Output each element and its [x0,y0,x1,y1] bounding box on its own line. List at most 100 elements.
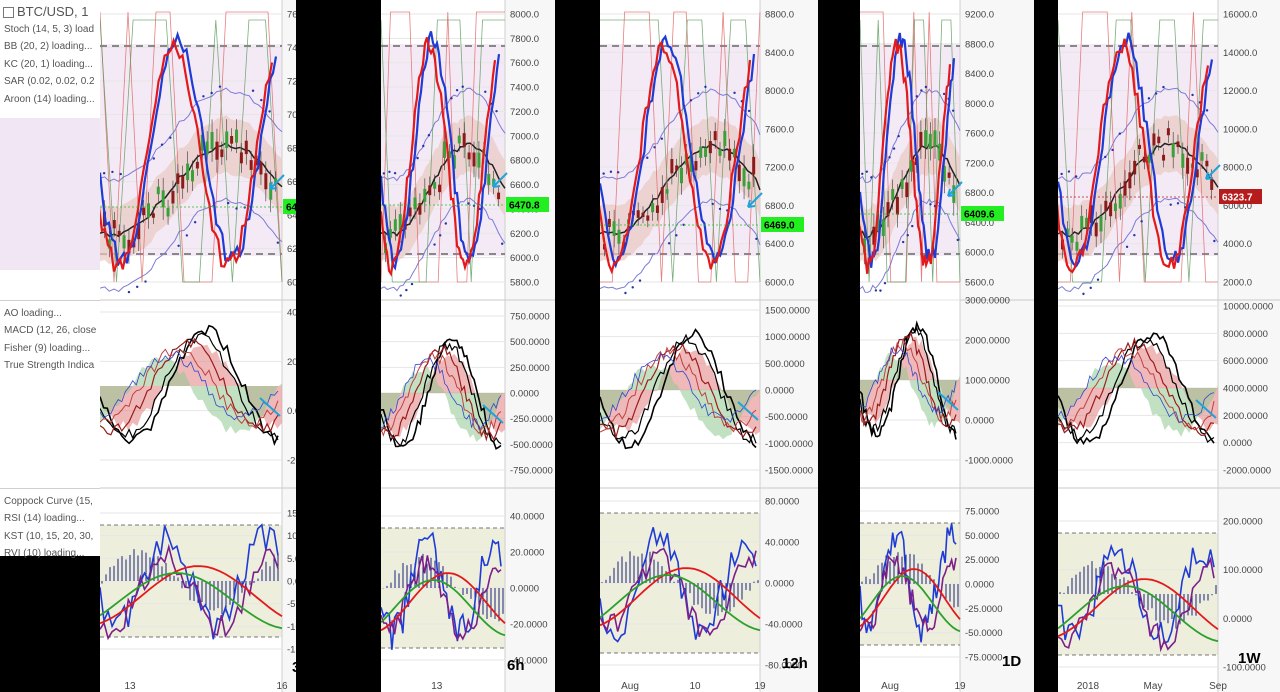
candle [1176,141,1180,148]
candle [274,178,278,185]
candle [191,170,194,182]
chart-svg: 7600.0 7400.0 7200.0 7000.0 6800.0 6600.0 6400… [100,0,296,692]
timeframe-label: 12h [782,655,808,672]
x-tick-label: 19 [754,681,766,692]
candle [747,181,751,190]
candle [447,151,451,158]
candle [947,172,951,178]
candle [137,223,141,240]
osc-line [1058,348,1215,431]
legend-rvi[interactable]: RVI (10) loading... [4,548,85,559]
legend-macd[interactable]: MACD (12, 26, close [4,325,97,336]
legend-rsi[interactable]: RSI (14) loading... [4,513,85,524]
chart-3h[interactable]: 7600.0 7400.0 7200.0 7000.0 6800.0 6600.0 6400… [100,0,296,692]
sar-dot [631,286,634,289]
price-tick-label: 6800.0 [965,188,994,199]
sar-dot [127,290,131,294]
sar-dot [422,144,425,148]
mom-tick-label: 40.0000 [510,512,544,523]
collapse-icon[interactable] [3,7,14,19]
price-tick-label: 6400.0 [965,218,994,229]
sar-dot [929,203,932,206]
legend-aroon[interactable]: Aroon (14) loading... [4,94,95,105]
stoch-k [381,31,501,271]
chart-12h[interactable]: 8800.0 8400.0 8000.0 7600.0 7200.0 6800.0 6400… [600,0,818,692]
price-tick-label: 12000.0 [1223,86,1257,97]
sar-dot [1096,278,1100,281]
candle [418,203,422,215]
candle [1205,160,1209,167]
kst-line [381,572,506,632]
sar-dot [609,170,613,173]
candle [1070,235,1074,243]
price-tick-label: 6000.0 [287,278,296,289]
legend-kc[interactable]: KC (20, 1) loading... [4,59,93,70]
candle [176,173,180,184]
price-tick-label: 9200.0 [965,10,994,21]
osc-tick-label: 500.0000 [510,337,550,348]
macd-histogram [100,357,282,434]
annotation-arrow [269,174,285,190]
stoch-k [860,32,956,268]
osc-line [381,344,502,442]
mom-tick-label: 0.0000 [287,577,296,588]
mom-tick-label: 40.0000 [765,538,799,549]
osc-tick-label: -1500.0000 [765,466,813,477]
legend-kst[interactable]: KST (10, 15, 20, 30, [4,531,94,542]
osc-tick-label: -200.0000 [287,456,296,467]
candle [1099,216,1103,232]
osc-line [600,333,757,444]
price-tick-label: 10000.0 [1223,124,1257,135]
legend-fisher[interactable]: Fisher (9) loading... [4,343,91,354]
candle [259,161,263,175]
candle [433,181,437,189]
candle [1181,153,1185,168]
sar-dot [276,241,280,244]
legend-stoch[interactable]: Stoch (14, 5, 3) load [4,24,95,35]
axis-background [760,0,818,692]
chart-1W[interactable]: 16000.0 14000.0 12000.0 10000.0 8000.0 6000.0… [1058,0,1280,692]
candle [235,129,238,143]
candle [269,182,273,200]
candle [905,182,909,198]
osc-tick-label: -1000.0000 [965,456,1013,467]
candle [200,134,204,151]
legend-coppock[interactable]: Coppock Curve (15, [4,496,93,507]
osc-tick-label: -1000.0000 [765,439,813,450]
price-tick-label: 6200.0 [287,244,296,255]
candle [1171,143,1175,158]
sar-dot [251,89,255,92]
legend-sar[interactable]: SAR (0.02, 0.02, 0.2 [4,76,95,87]
legend-ao[interactable]: AO loading... [4,308,62,319]
sar-dot [942,92,946,96]
price-tick-label: 6200.0 [510,229,539,240]
mom-tick-label: -80.0000 [765,661,803,672]
osc-tick-label: 1500.0000 [765,306,810,317]
last-price-label: 6409.6 [964,210,995,221]
price-tick-label: 6800.0 [510,156,539,167]
sar-dot [1191,93,1194,97]
stoch-d [100,36,274,272]
chart-6h[interactable]: 8000.0 7800.0 7600.0 7400.0 7200.0 7000.0 6800… [381,0,555,692]
sar-dot [924,85,928,89]
sar-dot [870,176,873,179]
mom-tick-label: 15.0000 [287,509,296,520]
candle [210,131,214,150]
legend-tsi[interactable]: True Strength Indica [4,360,95,371]
legend-bb[interactable]: BB (20, 2) loading... [4,41,93,52]
candle [398,214,402,231]
candle [713,131,717,141]
sar-dot [169,136,172,139]
osc-tick-label: -250.0000 [510,414,553,425]
candle [195,161,199,169]
osc-line [100,332,279,441]
ao-histogram [600,348,760,435]
osc-line [1058,336,1215,437]
candle [1186,157,1190,174]
candle [914,157,918,166]
legend-header[interactable]: BTC/USD, 1 [3,4,89,19]
candle [264,173,268,190]
osc-line [381,341,502,447]
sar-dot [177,244,180,247]
chart-1D[interactable]: 9200.0 8800.0 8400.0 8000.0 7600.0 7200.0 6800… [860,0,1034,692]
